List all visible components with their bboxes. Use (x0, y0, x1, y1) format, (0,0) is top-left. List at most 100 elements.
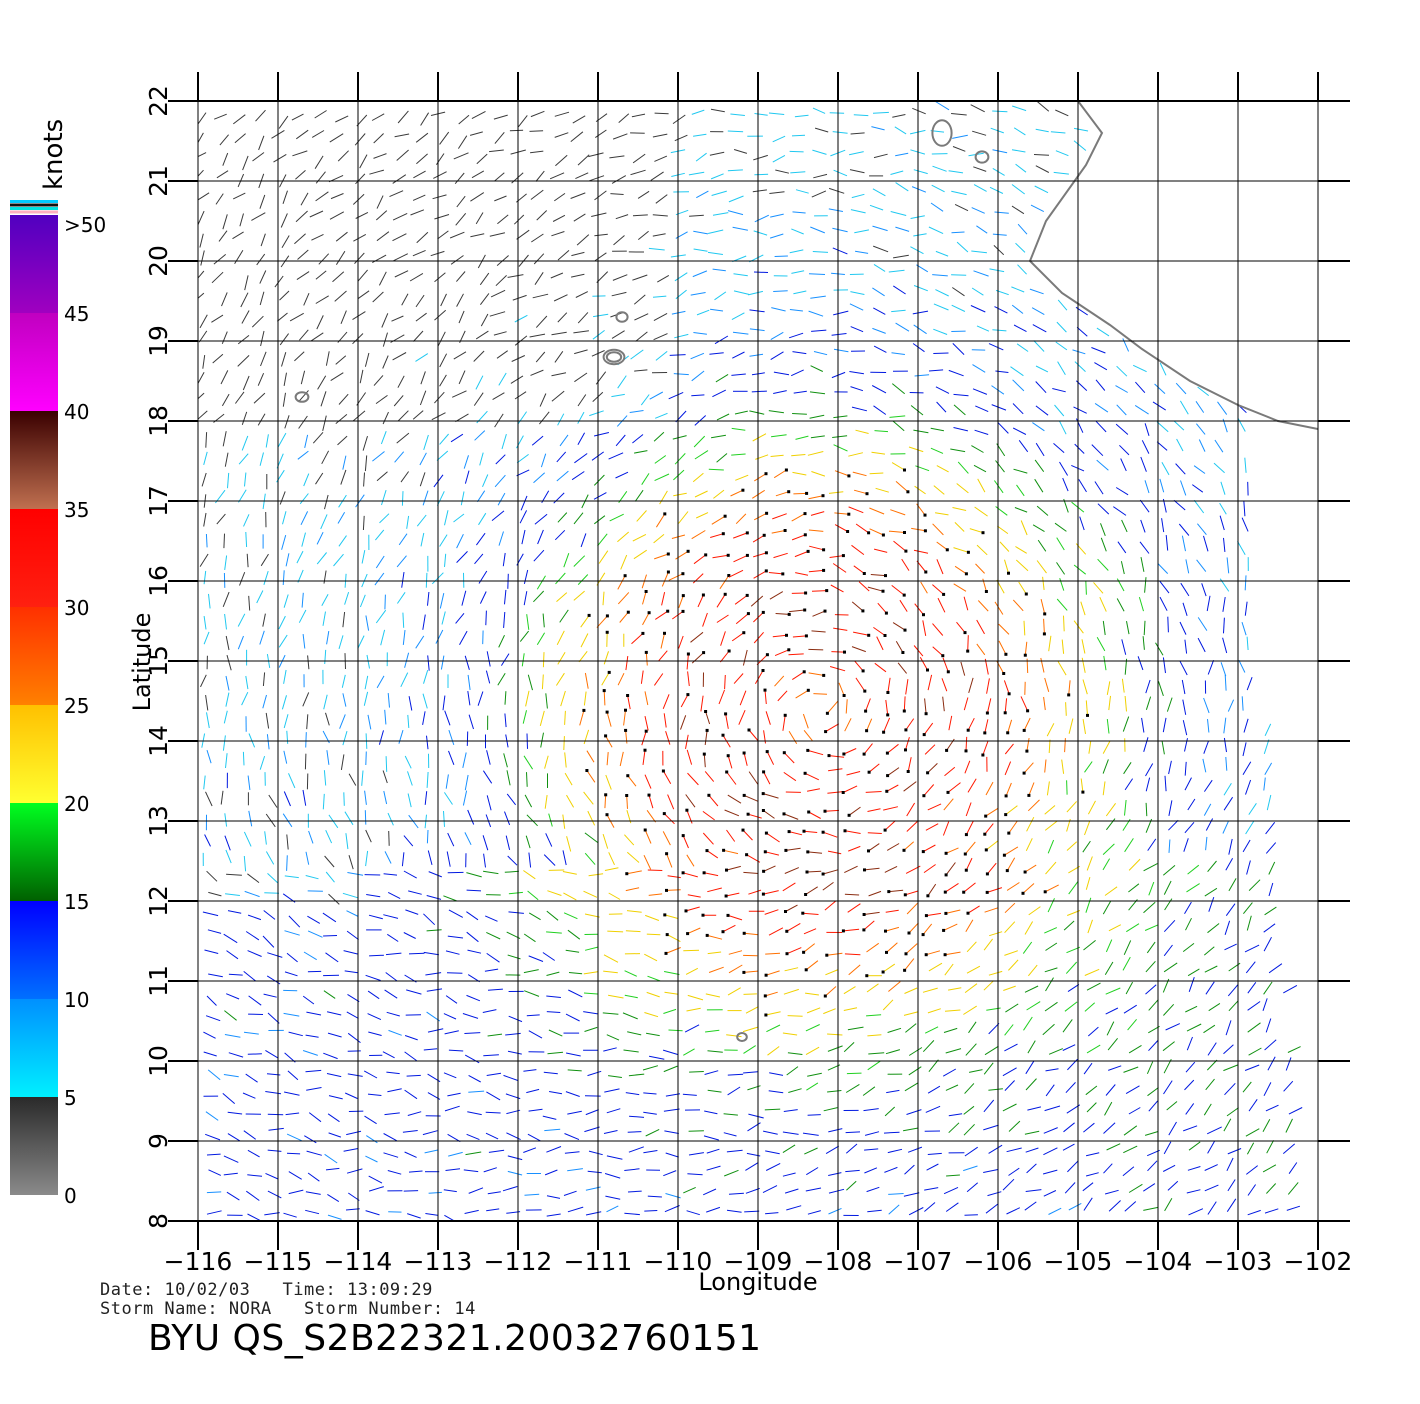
wind-vector (487, 1073, 501, 1075)
wind-vector (763, 1131, 778, 1134)
wind-vector (1164, 945, 1172, 956)
wind-vector (1169, 761, 1172, 774)
wind-vector (287, 731, 288, 744)
wind-vector (972, 208, 985, 214)
wind-vector (362, 550, 365, 563)
wind-vector (1073, 350, 1086, 354)
wind-vector (323, 1053, 337, 1058)
rain-flag-marker (626, 694, 629, 697)
wind-vector (411, 210, 424, 215)
wind-vector (1208, 1202, 1216, 1215)
rain-flag-marker (645, 590, 648, 593)
wind-vector (1208, 719, 1209, 732)
wind-vector (557, 452, 566, 462)
wind-vector (638, 191, 649, 198)
wind-vector (1204, 536, 1209, 551)
wind-vector (647, 992, 660, 997)
wind-vector (1106, 940, 1111, 952)
wind-vector (1027, 1107, 1041, 1110)
wind-vector (915, 375, 930, 376)
wind-vector (1057, 322, 1067, 332)
rain-flag-marker (1004, 653, 1007, 656)
wind-vector (808, 452, 823, 456)
wind-vector (865, 868, 880, 870)
wind-vector (643, 1112, 657, 1114)
wind-vector (595, 191, 607, 200)
rain-flag-marker (685, 809, 688, 812)
rain-flag-marker (842, 753, 845, 756)
wind-vector (1007, 883, 1019, 891)
wind-vector (1267, 1140, 1274, 1153)
wind-vector (688, 895, 701, 897)
wind-vector (467, 1134, 480, 1139)
wind-vector (850, 170, 865, 173)
wind-vector (1248, 1185, 1256, 1196)
wind-vector (444, 1014, 456, 1019)
wind-vector (546, 996, 561, 998)
wind-vector (405, 653, 409, 668)
rain-flag-marker (941, 654, 944, 657)
wind-vector (645, 775, 651, 789)
wind-vector (446, 774, 448, 788)
rain-flag-marker (824, 995, 827, 998)
wind-vector (266, 814, 275, 827)
wind-vector (895, 127, 906, 134)
wind-vector (580, 710, 584, 725)
wind-vector (545, 756, 549, 769)
wind-vector (1284, 1081, 1293, 1091)
wind-vector (814, 352, 827, 355)
wind-vector (848, 846, 860, 851)
wind-vector (324, 695, 328, 710)
rain-flag-marker (702, 594, 705, 597)
wind-vector (651, 172, 664, 181)
wind-vector (1185, 738, 1188, 751)
wind-vector (1194, 466, 1205, 474)
wind-vector (1026, 1148, 1039, 1152)
wind-vector (1166, 1024, 1180, 1030)
wind-vector (536, 316, 547, 328)
wind-vector (456, 613, 464, 623)
wind-vector (208, 1070, 220, 1080)
wind-vector (627, 1032, 641, 1035)
wind-vector (849, 507, 864, 513)
wind-vector (1149, 882, 1154, 895)
wind-vector (240, 214, 244, 227)
wind-vector (1224, 738, 1226, 752)
wind-vector (207, 750, 211, 763)
wind-vector (769, 192, 784, 194)
wind-vector (256, 110, 266, 121)
wind-vector (731, 454, 745, 455)
wind-vector (268, 1150, 282, 1151)
wind-vector (1012, 106, 1026, 111)
wind-vector (669, 574, 683, 581)
wind-vector (306, 876, 319, 879)
rain-flag-marker (884, 829, 887, 832)
wind-vector (316, 271, 326, 279)
wind-vector (724, 1170, 738, 1176)
wind-vector (997, 526, 1008, 534)
wind-vector (444, 792, 452, 804)
wind-vector (1036, 406, 1048, 415)
wind-vector (216, 194, 223, 205)
wind-vector (282, 236, 289, 248)
wind-vector (689, 215, 704, 216)
wind-vector (792, 535, 805, 540)
wind-vector (654, 334, 668, 340)
wind-vector (1075, 362, 1086, 372)
wind-vector (279, 616, 286, 629)
wind-vector (287, 953, 298, 962)
wind-vector (1226, 757, 1227, 771)
wind-vector (454, 153, 469, 159)
wind-vector (611, 394, 624, 396)
wind-vector (926, 951, 940, 955)
wind-vector (773, 155, 785, 162)
wind-vector (305, 754, 306, 770)
wind-vector (617, 532, 628, 542)
rain-flag-marker (884, 634, 887, 637)
wind-vector (809, 530, 823, 531)
wind-vector (585, 833, 598, 843)
wind-vector (461, 492, 464, 506)
wind-vector (222, 394, 229, 406)
wind-vector (1009, 1168, 1020, 1175)
wind-vector (995, 307, 1008, 314)
